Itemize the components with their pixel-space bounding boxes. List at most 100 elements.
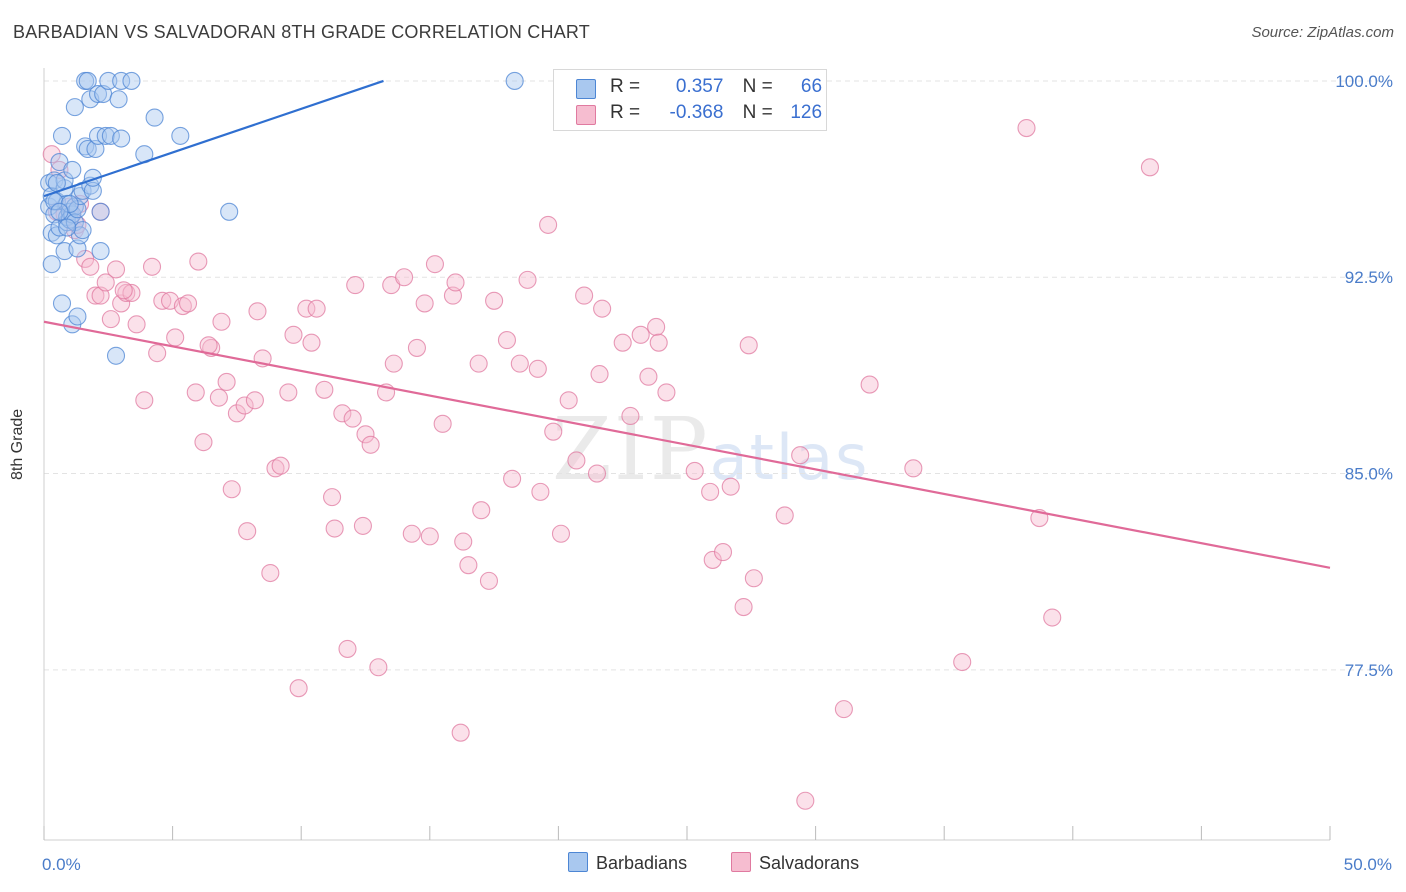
salvadoran-point (744, 569, 763, 588)
salvadoran-point (551, 524, 571, 543)
salvadoran-point (323, 488, 342, 507)
salvadoran-point (685, 461, 704, 480)
salvadoran-point (1140, 158, 1160, 177)
barbadian-point (505, 71, 524, 90)
salvadoran-point (266, 459, 285, 478)
barbadian-point (42, 255, 61, 274)
salvadoran-point (796, 791, 815, 810)
barbadian-point (65, 98, 84, 117)
legend-swatch-barbadians (576, 79, 596, 99)
salvadoran-point (189, 252, 208, 271)
salvadoran-point (86, 286, 105, 305)
barbadian-point (171, 126, 190, 145)
salvadoran-point (302, 333, 321, 352)
salvadoran-point (451, 723, 470, 742)
barbadians-points (40, 71, 524, 365)
x-tick-label: 50.0% (1344, 855, 1392, 874)
salvadoran-point (101, 310, 120, 329)
salvadoran-point (567, 451, 586, 470)
salvadoran-point (544, 422, 563, 441)
y-tick-label: 77.5% (1345, 661, 1393, 680)
salvadoran-point (649, 333, 668, 352)
salvadoran-point (479, 571, 499, 590)
barbadian-point (101, 126, 120, 145)
bottom-legend-swatch-barbadians (568, 852, 588, 872)
salvadoran-point (395, 268, 414, 287)
salvadoran-point (353, 516, 372, 535)
salvadoran-point (346, 276, 365, 295)
salvadoran-point (166, 328, 185, 347)
barbadian-point (78, 71, 97, 90)
salvadoran-point (647, 317, 666, 337)
barbadian-point (109, 90, 128, 109)
salvadoran-point (261, 563, 280, 583)
salvadoran-point (238, 522, 257, 541)
watermark-atlas: atlas (709, 421, 870, 494)
salvadoran-point (81, 257, 100, 276)
salvadoran-point (497, 331, 517, 350)
barbadian-point (52, 126, 72, 145)
salvadoran-point (96, 273, 115, 292)
salvadoran-point (315, 380, 334, 399)
salvadoran-point (459, 556, 478, 575)
salvadoran-point (503, 469, 522, 488)
salvadoran-point (415, 294, 434, 313)
salvadoran-point (361, 435, 380, 454)
legend-r-label: R = (610, 76, 641, 97)
salvadoran-point (235, 396, 254, 415)
chart-title: BARBADIAN VS SALVADORAN 8TH GRADE CORREL… (13, 22, 590, 42)
trend-lines (43, 79, 1331, 569)
salvadoran-point (42, 145, 61, 164)
salvadoran-point (575, 286, 594, 305)
salvadoran-point (510, 354, 529, 373)
barbadian-point (63, 160, 82, 179)
salvadoran-point (402, 524, 421, 543)
salvadoran-point (212, 312, 231, 331)
salvadoran-point (425, 255, 444, 274)
barbadian-point (73, 221, 92, 240)
salvadoran-point (590, 365, 609, 384)
salvadoran-point (148, 344, 167, 363)
salvadoran-point (485, 291, 504, 310)
barbadian-point (145, 108, 164, 127)
salvadoran-point (325, 519, 344, 538)
salvadoran-point (631, 325, 650, 344)
salvadoran-point (454, 532, 473, 551)
salvadoran-point (531, 482, 550, 501)
salvadoran-point (472, 501, 491, 520)
y-tick-label: 92.5% (1345, 268, 1393, 287)
salvadoran-point (420, 527, 439, 546)
salvadoran-point (739, 336, 758, 355)
salvadoran-point (639, 367, 658, 386)
barbadian-point (106, 346, 126, 365)
salvadoran-point (248, 302, 267, 321)
salvadoran-point (528, 359, 547, 378)
legend-n-value: 126 (790, 102, 823, 123)
barbadian-point (112, 129, 131, 148)
salvadoran-point (245, 391, 264, 410)
barbadian-point (96, 126, 115, 145)
salvadoran-point (904, 459, 923, 478)
salvadoran-point (559, 391, 578, 410)
barbadian-point (78, 139, 97, 159)
barbadian-point (220, 202, 239, 221)
salvadoran-point (173, 296, 192, 316)
salvadoran-point (1017, 119, 1036, 138)
bottom-legend-swatch-salvadorans (731, 852, 751, 872)
watermark-zip: ZIP (552, 400, 710, 500)
legend-r-label: R = (610, 102, 641, 123)
barbadian-point (76, 137, 95, 156)
salvadoran-point (135, 391, 154, 410)
salvadoran-point (587, 464, 607, 483)
bottom-legend-salvadorans: Salvadorans (731, 852, 859, 874)
salvadoran-point (307, 299, 326, 318)
salvadoran-point (279, 383, 298, 402)
salvadoran-point (178, 294, 198, 313)
barbadian-point (122, 71, 141, 90)
barbadian-point (83, 181, 102, 200)
salvadoran-point (297, 299, 316, 318)
salvadoran-point (1043, 608, 1062, 627)
salvadorans-points (42, 71, 1160, 810)
salvadoran-point (153, 291, 172, 310)
salvadoran-point (289, 679, 308, 698)
